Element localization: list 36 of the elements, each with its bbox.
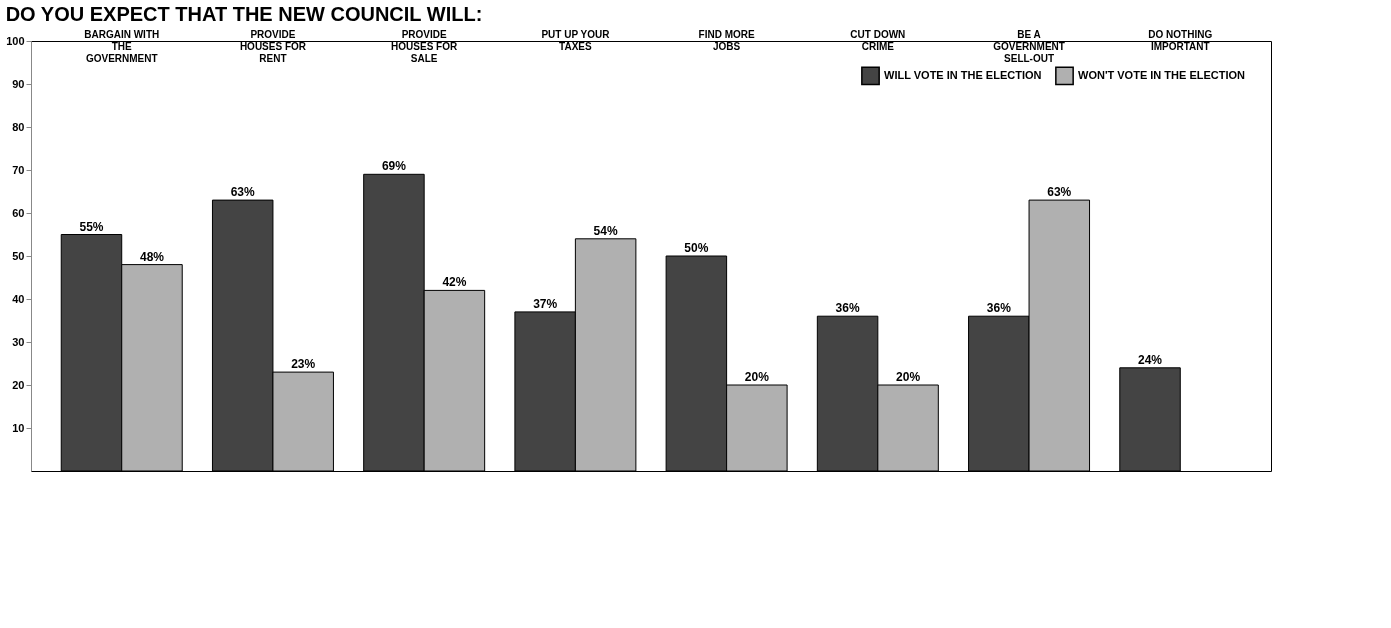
y-tick-label: 50 (12, 249, 25, 262)
x-tick-label: DO NOTHING IMPORTANT (1148, 28, 1213, 52)
data-label: 55% (79, 219, 104, 234)
data-label: 42% (442, 275, 467, 290)
data-label: 48% (139, 249, 165, 264)
x-tick-label: PROVIDE HOUSES FOR SALE (391, 28, 458, 64)
y-tick-label: 40 (12, 292, 25, 305)
x-tick-label: PROVIDE HOUSES FOR RENT (239, 28, 307, 64)
data-label: 36% (986, 301, 1012, 316)
data-label: 20% (896, 370, 921, 384)
data-label: 24% (1138, 352, 1163, 367)
y-tick-label: 80 (12, 120, 25, 133)
x-tick-label: CUT DOWN CRIME (850, 28, 906, 52)
y-tick-label: 90 (12, 77, 25, 90)
data-label: 36% (835, 301, 860, 316)
x-tick-label: BARGAIN WITH THE GOVERNMENT (84, 28, 160, 64)
y-tick-label: 100 (6, 34, 25, 47)
y-tick-label: 70 (12, 163, 25, 176)
data-label: 63% (1047, 185, 1072, 200)
y-tick-label: 30 (12, 335, 25, 348)
legend-label: WON'T VOTE IN THE ELECTION (1078, 68, 1246, 81)
data-label: 23% (291, 357, 316, 372)
data-label: 20% (744, 370, 770, 384)
y-tick-label: 20 (12, 378, 25, 391)
data-label: 37% (533, 296, 558, 311)
data-label: 63% (230, 185, 256, 200)
y-tick-label: 10 (12, 421, 25, 434)
data-label: 50% (684, 241, 709, 255)
legend-label: WILL VOTE IN THE ELECTION (884, 68, 1042, 81)
x-tick-label: BE A GOVERNMENT SELL-OUT (993, 28, 1065, 64)
data-label: 54% (593, 223, 618, 238)
y-tick-label: 60 (12, 206, 25, 219)
data-label: 69% (381, 159, 407, 174)
x-tick-label: FIND MORE JOBS (698, 28, 755, 52)
x-tick-label: PUT UP YOUR TAXES (541, 28, 611, 52)
chart-title: DO YOU EXPECT THAT THE NEW COUNCIL WILL: (5, 3, 483, 25)
